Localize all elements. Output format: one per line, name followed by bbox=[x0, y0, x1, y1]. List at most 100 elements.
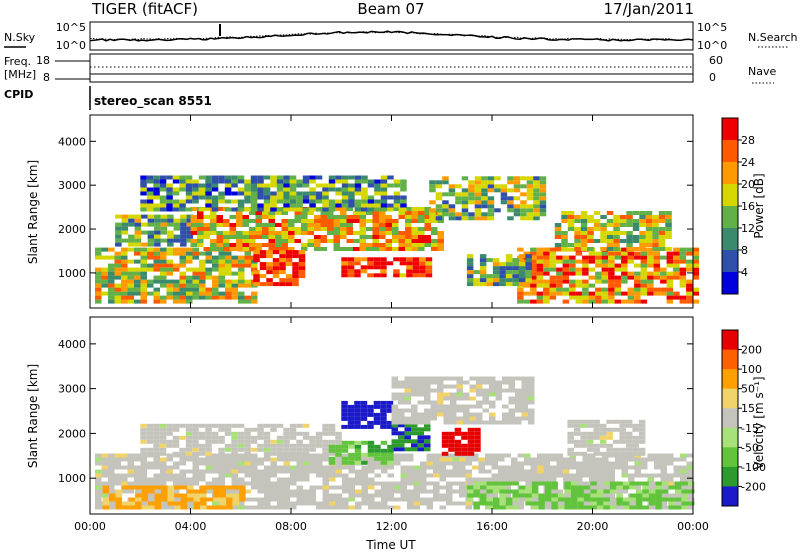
heatmap-cell bbox=[424, 408, 431, 413]
heatmap-cell bbox=[192, 473, 199, 478]
heatmap-cell bbox=[329, 493, 336, 498]
heatmap-cell bbox=[192, 439, 199, 444]
heatmap-cell bbox=[562, 271, 570, 276]
heatmap-cell bbox=[424, 392, 431, 397]
heatmap-cell bbox=[193, 501, 201, 506]
heatmap-cell bbox=[179, 451, 186, 456]
heatmap-cell bbox=[562, 299, 570, 304]
heatmap-cell bbox=[303, 501, 310, 506]
heatmap-cell bbox=[567, 435, 574, 440]
heatmap-cell bbox=[487, 196, 495, 201]
heatmap-cell bbox=[367, 440, 375, 445]
heatmap-cell bbox=[270, 497, 277, 502]
heatmap-cell bbox=[329, 469, 336, 474]
heatmap-cell bbox=[486, 485, 493, 490]
heatmap-cell bbox=[238, 275, 245, 280]
heatmap-cell bbox=[259, 250, 267, 255]
heatmap-cell bbox=[354, 183, 362, 188]
heatmap-cell bbox=[448, 435, 455, 440]
heatmap-cell bbox=[405, 223, 412, 227]
heatmap-cell bbox=[283, 451, 290, 456]
heatmap-cell bbox=[146, 435, 154, 440]
heatmap-cell bbox=[290, 501, 297, 506]
heatmap-cell bbox=[469, 412, 476, 417]
heatmap-cell bbox=[686, 493, 693, 498]
heatmap-cell bbox=[219, 485, 227, 490]
heatmap-cell bbox=[270, 481, 277, 486]
heatmap-cell bbox=[264, 465, 271, 470]
heatmap-cell bbox=[518, 278, 526, 283]
heatmap-cell bbox=[115, 230, 122, 235]
heatmap-cell bbox=[530, 287, 537, 292]
heatmap-cell bbox=[303, 493, 310, 498]
heatmap-cell bbox=[521, 392, 528, 397]
heatmap-cell bbox=[543, 255, 550, 260]
heatmap-cell bbox=[153, 251, 160, 256]
heatmap-cell bbox=[146, 427, 154, 432]
heatmap-cell bbox=[508, 388, 515, 393]
heatmap-cell bbox=[360, 269, 368, 274]
heatmap-cell bbox=[625, 431, 633, 436]
heatmap-cell bbox=[205, 295, 212, 300]
heatmap-cell bbox=[360, 408, 368, 413]
heatmap-cell bbox=[645, 211, 653, 215]
heatmap-cell bbox=[518, 282, 526, 287]
heatmap-cell bbox=[272, 262, 280, 267]
heatmap-cell bbox=[257, 461, 264, 466]
heatmap-cell bbox=[180, 493, 188, 498]
heatmap-cell bbox=[580, 231, 588, 235]
heatmap-cell bbox=[400, 465, 407, 470]
heatmap-cell bbox=[205, 447, 212, 452]
heatmap-cell bbox=[140, 477, 147, 482]
heatmap-cell bbox=[531, 481, 539, 486]
heatmap-cell bbox=[404, 439, 411, 444]
heatmap-cell bbox=[596, 501, 604, 506]
heatmap-cell bbox=[528, 400, 535, 405]
heatmap-cell bbox=[366, 219, 373, 223]
heatmap-cell bbox=[333, 231, 340, 235]
heatmap-cell bbox=[199, 295, 206, 300]
heatmap-cell bbox=[425, 265, 433, 270]
heatmap-cell bbox=[386, 261, 394, 266]
heatmap-cell bbox=[316, 469, 323, 474]
heatmap-cell bbox=[114, 283, 121, 288]
heatmap-cell bbox=[641, 465, 648, 470]
heatmap-cell bbox=[197, 239, 204, 243]
heatmap-cell bbox=[380, 440, 388, 445]
heatmap-cell bbox=[108, 469, 115, 474]
heatmap-cell bbox=[205, 457, 212, 462]
heatmap-cell bbox=[296, 443, 303, 448]
heatmap-cell bbox=[185, 423, 193, 428]
heatmap-cell bbox=[613, 239, 620, 243]
heatmap-cell bbox=[539, 208, 547, 213]
heatmap-cell bbox=[134, 275, 141, 280]
heatmap-cell bbox=[647, 263, 654, 268]
heatmap-cell bbox=[101, 493, 108, 498]
heatmap-cell bbox=[412, 273, 420, 278]
heatmap-cell bbox=[185, 183, 193, 188]
heatmap-cell bbox=[259, 282, 267, 287]
heatmap-cell bbox=[290, 469, 297, 474]
heatmap-cell bbox=[537, 453, 544, 458]
heatmap-cell bbox=[333, 243, 340, 247]
heatmap-cell bbox=[613, 247, 620, 251]
heatmap-cell bbox=[448, 431, 455, 436]
heatmap-cell bbox=[257, 427, 264, 432]
heatmap-cell bbox=[210, 215, 217, 219]
heatmap-cell bbox=[219, 497, 227, 502]
heatmap-cell bbox=[599, 423, 607, 428]
heatmap-cell bbox=[296, 477, 303, 482]
heatmap-cell bbox=[199, 469, 206, 474]
heatmap-cell bbox=[121, 255, 128, 260]
heatmap-cell bbox=[218, 263, 225, 268]
heatmap-cell bbox=[309, 187, 316, 192]
heatmap-cell bbox=[140, 427, 147, 432]
heatmap-cell bbox=[437, 388, 444, 393]
heatmap-cell bbox=[272, 258, 280, 263]
heatmap-cell bbox=[218, 275, 225, 280]
heatmap-cell bbox=[472, 465, 479, 470]
heatmap-cell bbox=[386, 424, 394, 429]
heatmap-cell bbox=[569, 271, 576, 276]
heatmap-cell bbox=[508, 420, 515, 425]
heatmap-cell bbox=[404, 396, 411, 401]
